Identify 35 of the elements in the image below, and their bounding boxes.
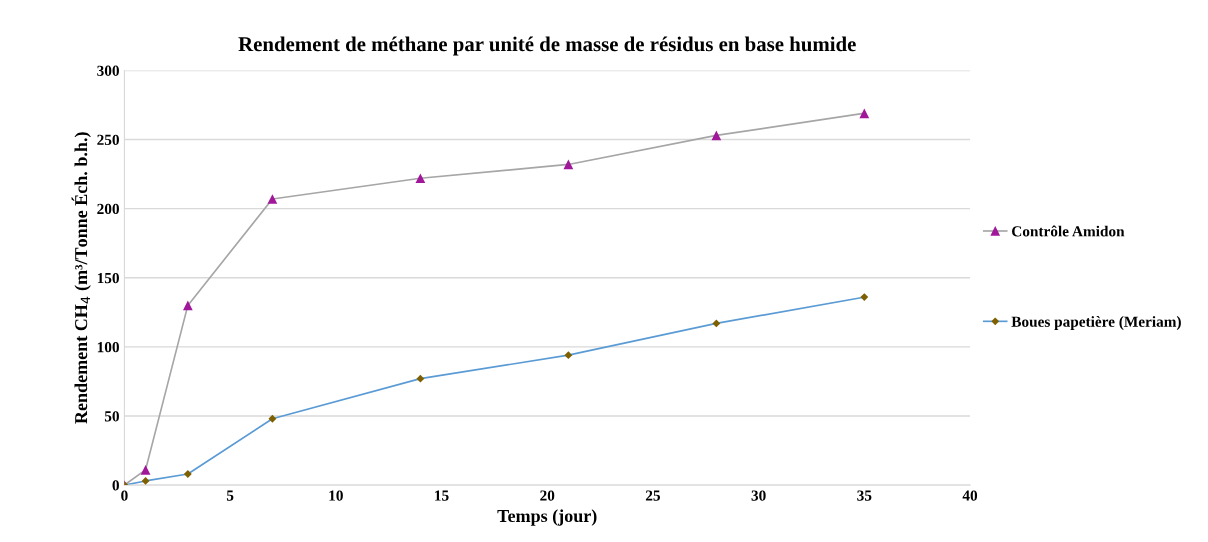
- y-tick-label: 250: [97, 134, 119, 146]
- point: [415, 173, 426, 184]
- point: [563, 159, 574, 170]
- x-tick-label: 0: [121, 490, 128, 501]
- x-tick-label: 15: [435, 490, 449, 501]
- x-tick-label: 40: [962, 490, 978, 501]
- legend-label: Boues papetière (Meriam): [1011, 316, 1181, 330]
- x-tick-label: 35: [857, 490, 872, 501]
- point: [140, 465, 151, 475]
- y-tick-label: 300: [97, 65, 119, 76]
- x-axis-title: Temps (jour): [497, 509, 597, 526]
- x-tick-label: 30: [751, 490, 766, 501]
- point: [182, 300, 193, 311]
- y-tick-label: 0: [112, 480, 119, 491]
- point: [711, 130, 722, 141]
- y-tick-label: 200: [97, 203, 119, 215]
- point: [268, 414, 277, 423]
- chart-title: Rendement de méthane par unité de masse de résidus en base humide: [238, 36, 856, 56]
- x-tick-label: 5: [226, 490, 234, 501]
- y-tick-label: 150: [97, 272, 119, 284]
- x-tick-label: 25: [645, 490, 660, 501]
- legend-label: Contrôle Amidon: [1012, 225, 1125, 237]
- point: [267, 194, 278, 204]
- y-tick-label: 100: [97, 342, 119, 353]
- x-tick-label: 10: [329, 490, 343, 501]
- point: [183, 470, 192, 478]
- y-axis-title: Rendement CH$_{4}$ (m³/Tonne Éch. b.h.): [71, 132, 91, 424]
- point: [712, 319, 721, 328]
- point: [859, 108, 870, 119]
- point: [564, 351, 573, 360]
- y-tick-label: 50: [104, 411, 119, 422]
- x-tick-label: 20: [540, 490, 555, 501]
- point: [141, 477, 150, 485]
- point: [860, 293, 869, 302]
- point: [416, 374, 425, 383]
